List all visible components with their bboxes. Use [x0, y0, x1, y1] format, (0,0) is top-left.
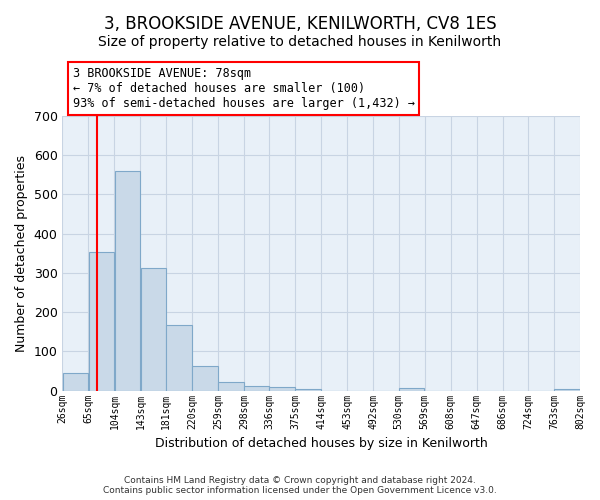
Bar: [140, 268, 166, 390]
Text: Contains HM Land Registry data © Crown copyright and database right 2024.
Contai: Contains HM Land Registry data © Crown c…: [103, 476, 497, 495]
Bar: [218, 382, 244, 390]
Bar: [554, 388, 580, 390]
Text: 3, BROOKSIDE AVENUE, KENILWORTH, CV8 1ES: 3, BROOKSIDE AVENUE, KENILWORTH, CV8 1ES: [104, 15, 496, 33]
Bar: [166, 324, 191, 390]
Bar: [115, 170, 140, 390]
Text: 3 BROOKSIDE AVENUE: 78sqm
← 7% of detached houses are smaller (100)
93% of semi-: 3 BROOKSIDE AVENUE: 78sqm ← 7% of detach…: [73, 67, 415, 110]
Bar: [89, 252, 114, 390]
Bar: [192, 366, 218, 390]
Bar: [269, 388, 295, 390]
Bar: [244, 386, 269, 390]
X-axis label: Distribution of detached houses by size in Kenilworth: Distribution of detached houses by size …: [155, 437, 488, 450]
Text: Size of property relative to detached houses in Kenilworth: Size of property relative to detached ho…: [98, 35, 502, 49]
Bar: [295, 388, 321, 390]
Bar: [399, 388, 424, 390]
Y-axis label: Number of detached properties: Number of detached properties: [15, 154, 28, 352]
Bar: [62, 373, 88, 390]
